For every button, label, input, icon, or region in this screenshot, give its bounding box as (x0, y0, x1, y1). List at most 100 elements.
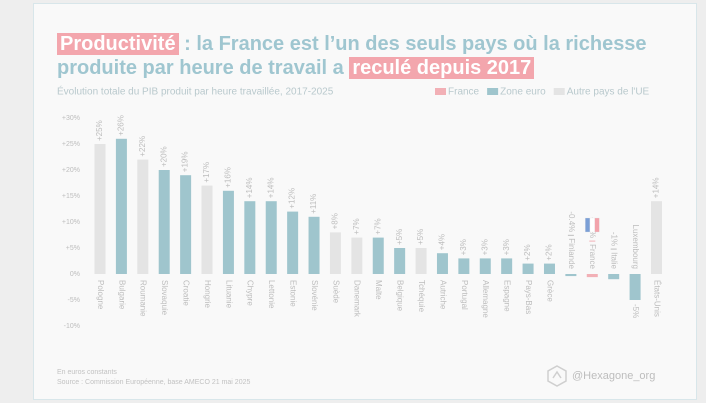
value-label: -5% (631, 304, 640, 318)
bar (458, 258, 470, 274)
value-label: +11% (309, 194, 318, 214)
bar (650, 201, 662, 274)
y-tick-label: +20% (62, 167, 80, 174)
y-tick-label: +10% (62, 219, 80, 226)
x-tick-label: Croatie (182, 280, 191, 306)
x-tick-label: Hongrie (203, 280, 212, 309)
bar (94, 144, 106, 274)
bar (629, 274, 641, 300)
bar (543, 263, 555, 274)
x-tick-label: Pologne (96, 280, 105, 310)
x-tick-label: Portugal (460, 280, 469, 310)
x-tick-label: Bulgarie (117, 280, 126, 310)
y-tick-label: +5% (66, 245, 80, 252)
bar (329, 232, 341, 274)
x-tick-label: Tchéquie (417, 280, 426, 313)
title-text: : la France est l’un des seuls pays où l… (178, 33, 647, 55)
value-label: +3% (502, 239, 511, 255)
bar (565, 274, 577, 277)
flag (585, 217, 591, 233)
value-label: +3% (480, 239, 489, 255)
x-tick-label: Italie (610, 252, 619, 269)
bar (222, 190, 234, 274)
value-label: +25% (95, 120, 104, 141)
value-label: +19% (181, 152, 190, 173)
value-label: +8% (331, 213, 340, 229)
x-tick-label: Roumanie (139, 280, 148, 317)
value-label: +22% (138, 136, 147, 157)
flag (589, 217, 595, 233)
x-tick-label: Finlande (567, 238, 576, 269)
value-label: +7% (373, 218, 382, 234)
value-label: +4% (438, 234, 447, 250)
bar (201, 185, 213, 274)
y-tick-label: +30% (62, 115, 80, 122)
value-label: +17% (202, 162, 211, 183)
bar (308, 216, 320, 274)
bar (501, 258, 513, 274)
note: En euros constants (57, 369, 117, 376)
bar (265, 201, 277, 274)
x-tick-label: Chypre (246, 280, 255, 306)
value-label: +14% (266, 178, 275, 199)
note: Source : Commission Européenne, base AME… (57, 379, 250, 386)
value-label: +14% (245, 178, 254, 199)
y-tick-label: -10% (64, 323, 80, 330)
legend-label: Zone euro (500, 87, 546, 98)
value-label: +20% (159, 146, 168, 167)
value-label: +12% (288, 188, 297, 209)
bar (244, 201, 256, 274)
x-tick-label: Pays-Bas (524, 280, 533, 314)
bar (137, 159, 149, 274)
x-tick-label: Belgique (396, 280, 405, 312)
bar (351, 237, 363, 274)
x-tick-label: Estonie (289, 280, 298, 307)
bar (522, 263, 534, 274)
value-label: -1% (610, 232, 619, 246)
bar (372, 237, 384, 274)
chart-title: Productivité : la France est l’un des se… (57, 32, 647, 80)
x-tick-label: Danemark (353, 280, 362, 318)
bar (608, 274, 620, 280)
value-label: +14% (652, 178, 661, 199)
x-tick-label: France (588, 244, 597, 269)
y-tick-label: -5% (68, 297, 80, 304)
title-highlight: reculé depuis 2017 (349, 57, 535, 79)
logo (547, 365, 567, 387)
y-tick-label: +15% (62, 193, 80, 200)
bar (394, 248, 406, 274)
value-label: +3% (459, 239, 468, 255)
x-tick-label: Grèce (545, 280, 554, 302)
value-label: +26% (117, 115, 126, 136)
value-label: +2% (545, 244, 554, 260)
x-tick-label: Lituanie (224, 280, 233, 309)
title-highlight: Productivité (57, 33, 179, 55)
y-tick-label: +25% (62, 141, 80, 148)
value-label: +2% (523, 244, 532, 260)
value-label: +7% (352, 218, 361, 234)
x-tick-label: Allemagne (481, 280, 490, 318)
chart-subtitle: Évolution totale du PIB produit par heur… (57, 85, 334, 98)
value-label: +5% (395, 229, 404, 245)
bar (180, 175, 192, 274)
value-label: +5% (416, 229, 425, 245)
x-tick-label: Espagne (503, 280, 512, 312)
x-tick-label: Luxembourg (631, 225, 640, 269)
bar (158, 170, 170, 274)
x-tick-label: Lettonie (267, 280, 276, 309)
x-tick-label: Suède (331, 280, 340, 304)
legend-swatch (487, 88, 499, 95)
x-tick-label: Autriche (438, 280, 447, 310)
x-tick-label: États-Unis (652, 280, 661, 317)
x-tick-label: Slovénie (310, 280, 319, 311)
value-label: +16% (224, 167, 233, 188)
y-tick-label: 0% (70, 271, 80, 278)
bar (115, 138, 127, 274)
credit: @Hexagone_org (572, 370, 655, 382)
x-tick-label: Malte (374, 280, 383, 300)
bar (415, 248, 427, 274)
legend-label: France (448, 87, 480, 98)
bar (586, 274, 598, 278)
legend-swatch (435, 88, 446, 95)
